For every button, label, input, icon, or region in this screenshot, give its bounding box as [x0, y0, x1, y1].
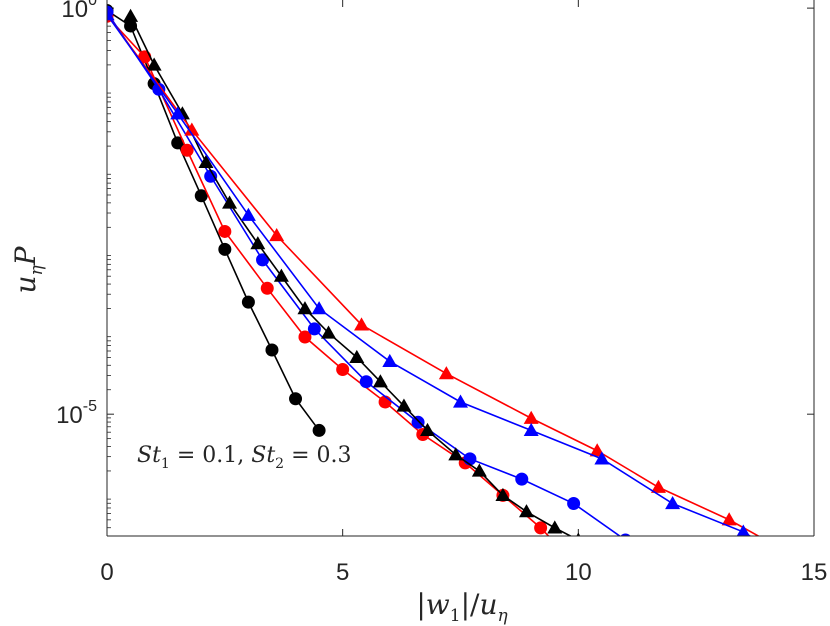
data-point	[736, 524, 750, 536]
series-blue-triangle	[107, 7, 798, 566]
data-point	[298, 330, 312, 344]
data-point	[783, 553, 798, 566]
data-point	[693, 585, 708, 598]
data-point	[665, 496, 681, 510]
x-tick-label: 5	[336, 559, 349, 586]
data-point	[336, 363, 350, 377]
x-tick-label: 10	[565, 559, 592, 586]
data-point	[783, 546, 798, 559]
data-point	[354, 317, 370, 331]
data-point	[256, 253, 270, 267]
data-point	[453, 394, 468, 408]
data-point	[184, 122, 200, 136]
data-point	[289, 392, 303, 406]
data-point	[146, 57, 162, 71]
data-point	[567, 497, 581, 511]
x-axis-label: |w1|/uη	[416, 588, 508, 626]
series-black-triangle	[123, 8, 708, 598]
data-point	[671, 578, 684, 591]
data-point	[311, 301, 327, 315]
data-point	[534, 521, 548, 535]
data-point	[438, 366, 454, 380]
data-point	[650, 479, 666, 493]
data-point	[623, 557, 638, 570]
data-point	[396, 398, 412, 412]
data-point	[463, 452, 477, 466]
data-point	[194, 189, 208, 203]
data-point	[260, 281, 274, 295]
data-point	[269, 228, 285, 242]
data-point	[382, 353, 398, 368]
x-tick-label: 15	[801, 559, 828, 586]
data-point	[620, 533, 631, 536]
series-line	[129, 15, 573, 536]
series-blue-circle	[107, 5, 788, 595]
data-point	[321, 325, 337, 339]
data-point	[448, 447, 464, 461]
data-point	[250, 236, 266, 250]
data-point	[420, 422, 436, 437]
data-point	[594, 451, 610, 465]
data-point	[670, 573, 685, 586]
series-line	[107, 11, 622, 536]
data-point	[240, 207, 256, 221]
y-axis-label: uηP	[9, 245, 47, 293]
data-point	[297, 301, 313, 315]
data-point	[273, 268, 289, 282]
data-point	[204, 169, 218, 183]
data-point	[775, 582, 788, 595]
data-point	[198, 154, 214, 169]
plot-area	[107, 0, 814, 536]
data-point	[171, 136, 185, 150]
data-point	[349, 349, 365, 363]
data-point	[180, 143, 194, 157]
data-point	[523, 422, 539, 437]
data-point	[547, 520, 563, 534]
data-point	[359, 375, 373, 389]
data-point	[411, 415, 425, 429]
series-line	[107, 14, 760, 536]
data-point	[721, 512, 737, 526]
data-point	[218, 224, 232, 238]
data-point	[594, 545, 609, 558]
data-point	[170, 106, 186, 120]
y-tick-label: 100	[61, 0, 97, 23]
data-point	[515, 472, 529, 486]
x-axis: 0 5 10 15	[100, 0, 827, 586]
data-point	[312, 423, 326, 437]
series-layer	[107, 4, 798, 598]
data-point	[723, 578, 736, 591]
data-point	[523, 410, 539, 424]
data-point	[495, 487, 511, 502]
data-point	[307, 322, 321, 336]
y-axis: 100 10-5	[56, 0, 814, 529]
data-point	[265, 343, 279, 357]
x-tick-label: 0	[100, 559, 113, 586]
data-point	[518, 504, 534, 518]
data-point	[222, 195, 238, 209]
data-point	[471, 463, 487, 477]
data-point	[576, 532, 581, 536]
data-point	[218, 242, 232, 256]
series-red-triangle	[107, 7, 798, 559]
data-point	[372, 374, 388, 388]
data-point	[107, 7, 115, 21]
annotation: St1 = 0.1, St2 = 0.3	[137, 443, 352, 472]
data-point	[646, 565, 661, 578]
data-point	[241, 295, 255, 309]
y-tick-label: 10-5	[56, 398, 97, 429]
data-point	[123, 8, 139, 22]
